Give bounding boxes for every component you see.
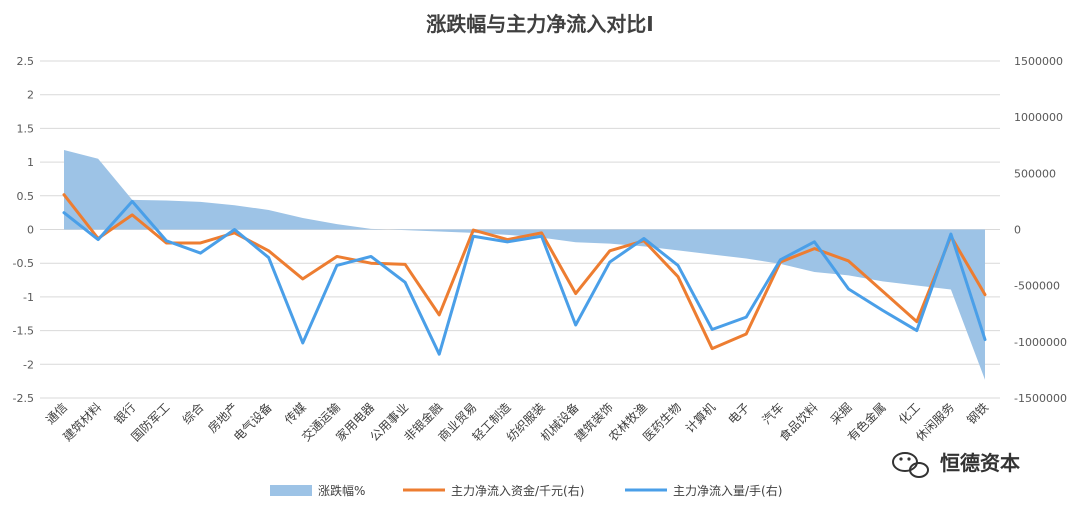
category-label: 电气设备 bbox=[230, 400, 275, 445]
left-tick-label: -1.5 bbox=[13, 325, 34, 338]
category-label: 银行 bbox=[111, 400, 138, 427]
legend-label-fund: 主力净流入资金/千元(右) bbox=[451, 483, 584, 498]
legend-swatch-change bbox=[270, 485, 312, 496]
category-label: 休闲服务 bbox=[912, 400, 957, 445]
legend-item-volume: 主力净流入量/手(右) bbox=[625, 483, 782, 498]
left-axis: 2.5 2 1.5 1 0.5 0 -0.5 -1 -1.5 -2 -2.5 bbox=[13, 55, 34, 405]
left-tick-label: 0.5 bbox=[17, 190, 35, 203]
category-label: 计算机 bbox=[682, 400, 718, 436]
watermark: 恒德资本 bbox=[892, 451, 1020, 478]
legend-item-fund: 主力净流入资金/千元(右) bbox=[403, 483, 584, 498]
category-label: 医药生物 bbox=[640, 400, 684, 444]
left-tick-label: -2 bbox=[23, 358, 34, 371]
category-label: 电子 bbox=[725, 400, 752, 427]
left-tick-label: 1 bbox=[27, 156, 34, 169]
line-layer bbox=[62, 193, 987, 356]
category-label: 通信 bbox=[43, 400, 70, 427]
left-tick-label: -2.5 bbox=[13, 392, 34, 405]
right-tick-label: 500000 bbox=[1014, 167, 1056, 180]
area-layer bbox=[64, 149, 985, 380]
category-label: 食品饮料 bbox=[776, 400, 821, 445]
category-label: 建筑材料 bbox=[60, 400, 105, 445]
category-label: 综合 bbox=[179, 400, 207, 428]
category-label: 国防军工 bbox=[128, 400, 173, 445]
category-label: 有色金属 bbox=[844, 400, 889, 445]
line-series-volume bbox=[62, 199, 987, 356]
left-tick-label: 2.5 bbox=[17, 55, 35, 68]
category-label: 钢铁 bbox=[964, 400, 991, 427]
left-tick-label: -1 bbox=[23, 291, 34, 304]
category-label: 化工 bbox=[896, 400, 923, 427]
category-label: 传媒 bbox=[281, 400, 309, 428]
right-tick-label: 1000000 bbox=[1014, 111, 1063, 124]
legend: 涨跌幅% 主力净流入资金/千元(右) 主力净流入量/手(右) bbox=[270, 483, 782, 498]
right-axis: 1500000 1000000 500000 0 -500000 -1000000 -150… bbox=[1014, 55, 1067, 405]
right-tick-label: -1500000 bbox=[1014, 392, 1067, 405]
legend-label-change: 涨跌幅% bbox=[318, 483, 365, 498]
category-label: 汽车 bbox=[759, 400, 787, 428]
area-series-change bbox=[64, 149, 985, 380]
right-tick-label: 0 bbox=[1014, 224, 1021, 237]
right-tick-label: 1500000 bbox=[1014, 55, 1063, 68]
right-tick-label: -1000000 bbox=[1014, 336, 1067, 349]
line-series-fund bbox=[62, 193, 987, 351]
left-tick-label: 2 bbox=[27, 89, 34, 102]
left-tick-label: 0 bbox=[27, 224, 34, 237]
chart-title: 涨跌幅与主力净流入对比I bbox=[426, 12, 653, 36]
watermark-text: 恒德资本 bbox=[940, 451, 1020, 475]
legend-item-change: 涨跌幅% bbox=[270, 483, 365, 498]
legend-label-volume: 主力净流入量/手(右) bbox=[673, 483, 782, 498]
right-tick-label: -500000 bbox=[1014, 280, 1060, 293]
category-label: 采掘 bbox=[827, 400, 855, 428]
wechat-icon bbox=[892, 452, 929, 478]
left-tick-label: -0.5 bbox=[13, 257, 34, 270]
left-tick-label: 1.5 bbox=[17, 122, 35, 135]
